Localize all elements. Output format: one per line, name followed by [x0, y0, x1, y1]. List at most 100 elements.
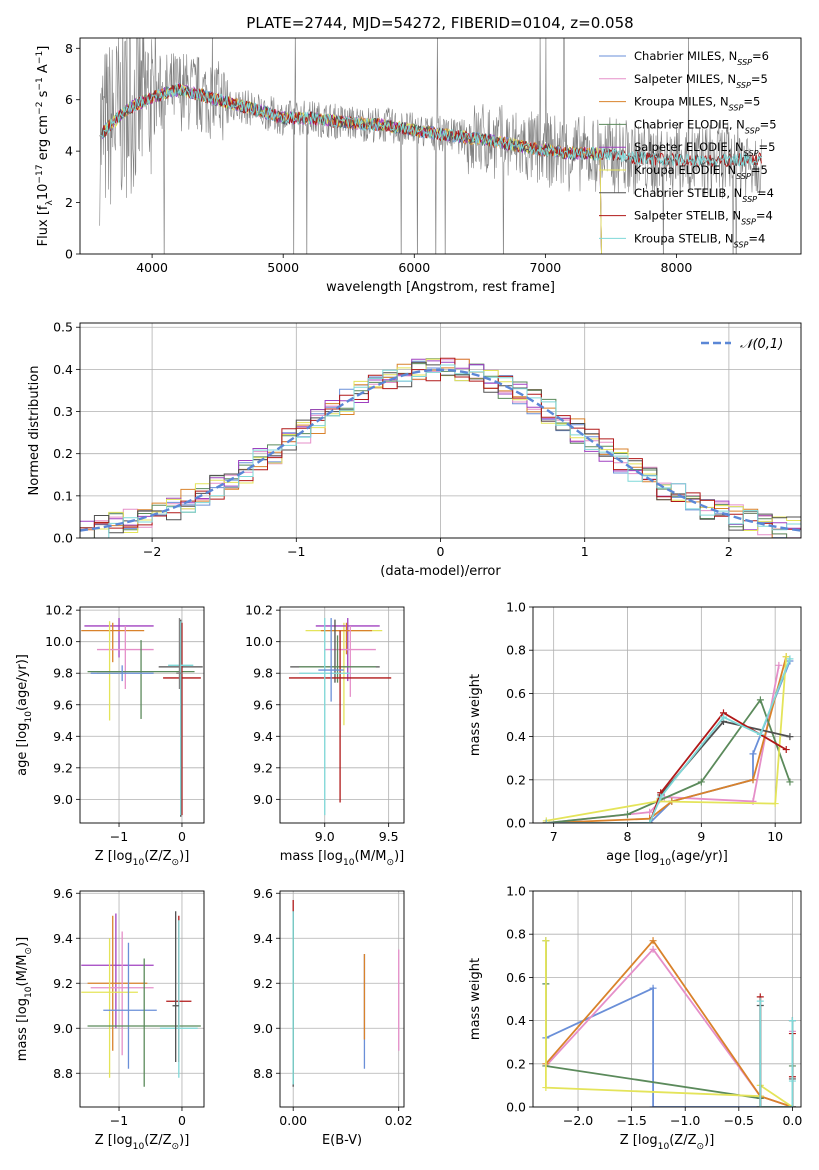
legend-label-suffix: =5: [760, 117, 777, 131]
chart-mass_vs_Z: −1 08.89.09.29.49.6Z [log10(Z/Z⊙)]mass [l…: [15, 886, 205, 1152]
axes-frame: [79, 37, 802, 255]
x-tick-label: 0.0: [782, 1113, 802, 1128]
y-tick-label: 0: [65, 247, 73, 262]
label-superscript: −2: [35, 102, 45, 115]
label-span: (age/yr)]: [15, 654, 30, 711]
y-tick-label: 10.0: [45, 634, 73, 649]
y-axis-label: mass weight: [468, 674, 483, 756]
x-tick-label: −2: [143, 544, 161, 559]
weight-point-marker: [788, 1017, 796, 1025]
y-tick-label: 0.6: [506, 970, 526, 985]
label-span: (Z/Z: [144, 849, 171, 864]
x-tick-label: 9: [697, 829, 705, 844]
weight-point-marker: [788, 1103, 796, 1107]
label-span: wavelength [Angstrom, rest frame]: [326, 280, 555, 295]
label-span: age [log: [15, 723, 30, 776]
axes-frame: [279, 890, 405, 1108]
legend-label-main: Chabrier ELODIE, N: [634, 117, 745, 131]
legend-label-suffix: =5: [743, 95, 760, 109]
x-tick-label: 0: [178, 1113, 186, 1128]
weight-point-marker: [756, 696, 764, 704]
y-tick-label: 0.8: [506, 643, 526, 658]
label-span: Normed distribution: [27, 366, 42, 496]
legend-label: Chabrier ELODIE, NSSP=5: [634, 117, 777, 135]
weight-point-marker: [719, 713, 727, 721]
weight-point-marker: [756, 997, 764, 1005]
y-tick-label: 0.5: [53, 320, 73, 335]
y-tick-label: 4: [65, 144, 73, 159]
weight-series-line: [759, 996, 794, 1107]
axes-frame: [532, 606, 802, 824]
y-tick-label: 9.4: [253, 729, 273, 744]
label-superscript: −17: [35, 164, 45, 183]
weight-point-marker: [771, 800, 779, 808]
x-tick-label: 8000: [661, 260, 693, 275]
y-tick-label: 10.2: [245, 603, 273, 618]
y-tick-label: 9.2: [53, 760, 73, 775]
weight-series-line: [545, 940, 794, 1107]
y-tick-label: 9.0: [53, 1021, 73, 1036]
x-tick-label: −1: [110, 1113, 128, 1128]
y-axis-label: Normed distribution: [27, 366, 42, 496]
weight-point-marker: [542, 937, 550, 945]
y-tick-label: 10.0: [245, 634, 273, 649]
weight-point-marker: [657, 793, 665, 801]
y-tick-label: 0.2: [506, 1056, 526, 1071]
legend-label-main: Salpeter MILES, N: [634, 72, 736, 86]
weight-series-line: [545, 939, 793, 1107]
label-span: mass [log: [280, 849, 343, 864]
x-tick-label: 10: [767, 829, 783, 844]
legend-label-suffix: =5: [758, 140, 775, 154]
y-tick-label: 9.4: [53, 729, 73, 744]
weight-point-marker: [649, 937, 657, 945]
label-superscript: −1: [35, 51, 45, 64]
label-subscript: ⊙: [24, 947, 34, 955]
weight-point-marker: [782, 746, 790, 754]
y-axis-label: mass [log10(M/M⊙)]: [15, 937, 34, 1061]
weight-point-marker: [697, 778, 705, 786]
y-tick-label: 8.8: [253, 1066, 273, 1081]
x-tick-label: 8: [624, 829, 632, 844]
weight-series-line: [545, 947, 794, 1107]
legend-label: 𝒩(0,1): [740, 337, 783, 352]
weight-point-marker: [624, 810, 632, 818]
weight-point-marker: [749, 750, 757, 758]
y-tick-label: 1.0: [506, 600, 526, 615]
legend-label: Chabrier MILES, NSSP=6: [634, 49, 769, 67]
legend-label-main: Kroupa STELIB, N: [634, 231, 734, 245]
weight-point-marker: [649, 1103, 657, 1107]
weight-series-line: [759, 1001, 794, 1107]
label-subscript: ⊙: [697, 1142, 705, 1152]
y-tick-label: 0.0: [53, 531, 73, 546]
y-tick-label: 9.4: [53, 931, 73, 946]
x-tick-label: 9.5: [379, 829, 399, 844]
y-tick-label: 9.6: [53, 886, 73, 901]
x-axis-label: mass [log10(M/M⊙)]: [280, 849, 404, 868]
label-subscript: 10: [133, 1142, 145, 1152]
label-span: A: [36, 64, 51, 77]
label-span: s: [36, 90, 51, 101]
axes-frame: [279, 606, 405, 824]
legend-label-main: Salpeter ELODIE, N: [634, 140, 744, 154]
legend-label: Kroupa ELODIE, NSSP=5: [634, 163, 768, 181]
x-tick-label: 7: [550, 829, 558, 844]
legend-label-sub: SSP: [736, 80, 751, 89]
label-subscript: 10: [658, 1142, 670, 1152]
label-span: (age/yr)]: [671, 849, 728, 864]
label-span: 10: [36, 184, 51, 201]
label-span: E(B-V): [322, 1133, 362, 1148]
legend-label-main: Salpeter STELIB, N: [634, 209, 741, 223]
legend-label: Chabrier STELIB, NSSP=4: [634, 186, 774, 204]
y-tick-label: 0.3: [53, 404, 73, 419]
x-tick-label: 0: [178, 829, 186, 844]
axes-frame: [79, 606, 205, 824]
label-span: )]: [394, 849, 404, 864]
y-tick-label: 9.0: [253, 792, 273, 807]
legend-label: Salpeter ELODIE, NSSP=5: [634, 140, 775, 158]
y-tick-label: 2: [65, 195, 73, 210]
y-tick-label: 1.0: [506, 884, 526, 899]
weight-point-marker: [646, 819, 654, 823]
y-tick-label: 0.2: [506, 772, 526, 787]
label-span: Flux [f: [36, 205, 51, 246]
